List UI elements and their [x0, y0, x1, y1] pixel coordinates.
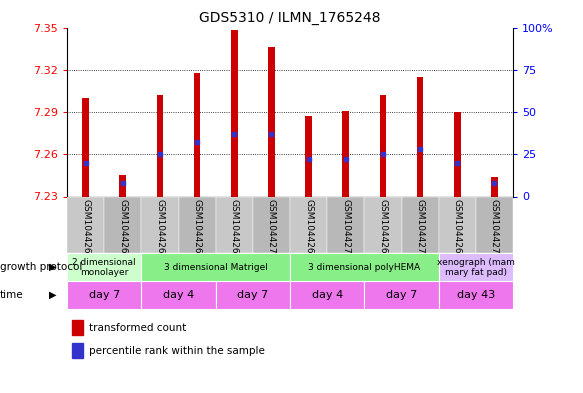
Bar: [141, 253, 290, 281]
Bar: [417, 77, 423, 196]
Bar: [216, 281, 290, 309]
Text: day 4: day 4: [311, 290, 343, 300]
Text: GSM1044263: GSM1044263: [156, 199, 164, 259]
Text: 3 dimensional polyHEMA: 3 dimensional polyHEMA: [308, 263, 420, 272]
Bar: [82, 98, 89, 196]
Text: GSM1044265: GSM1044265: [304, 199, 313, 259]
Bar: [67, 253, 141, 281]
Text: 3 dimensional Matrigel: 3 dimensional Matrigel: [164, 263, 268, 272]
Bar: [141, 196, 178, 253]
Text: xenograph (mam
mary fat pad): xenograph (mam mary fat pad): [437, 257, 515, 277]
Text: day 4: day 4: [163, 290, 194, 300]
Bar: [194, 73, 201, 196]
Text: 2 dimensional
monolayer: 2 dimensional monolayer: [72, 257, 136, 277]
Bar: [67, 281, 141, 309]
Bar: [438, 281, 513, 309]
Text: percentile rank within the sample: percentile rank within the sample: [89, 346, 265, 356]
Bar: [364, 281, 438, 309]
Bar: [120, 175, 126, 196]
Bar: [72, 343, 83, 358]
Text: transformed count: transformed count: [89, 323, 187, 333]
Bar: [157, 95, 163, 196]
Bar: [141, 281, 216, 309]
Text: day 43: day 43: [456, 290, 495, 300]
Bar: [104, 196, 141, 253]
Bar: [476, 196, 513, 253]
Bar: [380, 95, 387, 196]
Bar: [178, 196, 216, 253]
Text: GSM1044262: GSM1044262: [81, 199, 90, 259]
Bar: [327, 196, 364, 253]
Text: day 7: day 7: [89, 290, 120, 300]
Bar: [72, 320, 83, 336]
Text: ▶: ▶: [49, 290, 56, 300]
Text: GSM1044268: GSM1044268: [118, 199, 127, 259]
Title: GDS5310 / ILMN_1765248: GDS5310 / ILMN_1765248: [199, 11, 381, 25]
Bar: [231, 30, 238, 196]
Text: GSM1044269: GSM1044269: [192, 199, 202, 259]
Bar: [253, 196, 290, 253]
Bar: [67, 196, 104, 253]
Bar: [216, 196, 253, 253]
Bar: [342, 110, 349, 196]
Bar: [290, 253, 438, 281]
Bar: [364, 196, 402, 253]
Text: GSM1044270: GSM1044270: [267, 199, 276, 259]
Text: GSM1044266: GSM1044266: [378, 199, 388, 259]
Text: GSM1044273: GSM1044273: [490, 199, 499, 259]
Bar: [438, 196, 476, 253]
Bar: [305, 116, 312, 196]
Bar: [491, 177, 498, 196]
Bar: [438, 253, 513, 281]
Bar: [402, 196, 438, 253]
Text: GSM1044272: GSM1044272: [416, 199, 424, 259]
Text: GSM1044264: GSM1044264: [230, 199, 239, 259]
Bar: [268, 47, 275, 196]
Text: day 7: day 7: [386, 290, 417, 300]
Text: day 7: day 7: [237, 290, 269, 300]
Text: growth protocol: growth protocol: [0, 262, 82, 272]
Text: time: time: [0, 290, 24, 300]
Bar: [290, 196, 327, 253]
Text: ▶: ▶: [49, 262, 56, 272]
Bar: [454, 112, 461, 196]
Text: GSM1044271: GSM1044271: [341, 199, 350, 259]
Bar: [290, 281, 364, 309]
Text: GSM1044267: GSM1044267: [453, 199, 462, 259]
